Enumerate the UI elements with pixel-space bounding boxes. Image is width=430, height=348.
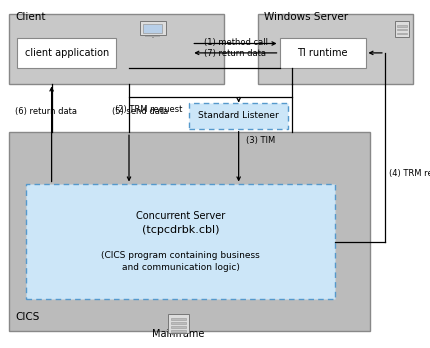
Bar <box>9 14 224 84</box>
Bar <box>397 25 407 26</box>
Text: Mainframe: Mainframe <box>152 329 205 339</box>
Bar <box>397 29 407 31</box>
Text: (5) send data: (5) send data <box>112 107 168 116</box>
Text: (1) method call: (1) method call <box>204 38 268 47</box>
Bar <box>143 24 162 33</box>
Text: Standard Listener: Standard Listener <box>198 111 279 120</box>
Text: client application: client application <box>25 48 109 58</box>
Text: (CICS program containing business: (CICS program containing business <box>101 251 260 260</box>
Text: TI runtime: TI runtime <box>297 48 348 58</box>
Bar <box>258 14 413 84</box>
Bar <box>395 21 409 37</box>
Text: (6) return data: (6) return data <box>15 107 77 116</box>
Bar <box>171 318 186 320</box>
Text: (7) return data: (7) return data <box>204 49 266 58</box>
Text: Windows Server: Windows Server <box>264 12 349 22</box>
Bar <box>9 132 370 331</box>
Text: and communication logic): and communication logic) <box>122 263 240 272</box>
Bar <box>140 21 166 35</box>
Text: (tcpcdrbk.cbl): (tcpcdrbk.cbl) <box>142 225 219 235</box>
Text: CICS: CICS <box>15 312 40 322</box>
Bar <box>171 322 186 324</box>
Bar <box>145 36 160 37</box>
Bar <box>171 330 186 332</box>
Bar <box>397 33 407 34</box>
Bar <box>280 38 366 68</box>
Text: Concurrent Server: Concurrent Server <box>136 211 225 221</box>
Bar <box>189 103 288 129</box>
Bar <box>17 38 116 68</box>
Text: (3) TIM: (3) TIM <box>246 136 275 145</box>
Bar <box>26 184 335 299</box>
Bar <box>171 326 186 328</box>
Text: Client: Client <box>15 12 46 22</box>
Text: (2) TRM request: (2) TRM request <box>115 105 182 114</box>
Bar <box>168 314 189 333</box>
Text: (4) TRM reply: (4) TRM reply <box>389 169 430 179</box>
